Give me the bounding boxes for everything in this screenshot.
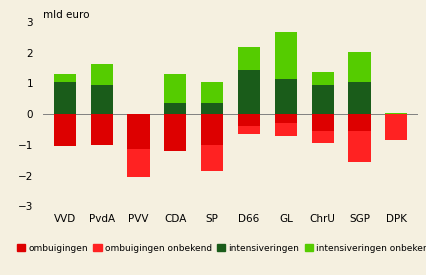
Bar	[274, 32, 296, 79]
Bar	[164, 74, 186, 103]
Bar	[90, 114, 112, 145]
Bar	[201, 82, 223, 103]
Legend: ombuigingen, ombuigingen onbekend, intensiveringen, intensiveringen onbekend: ombuigingen, ombuigingen onbekend, inten…	[17, 244, 426, 253]
Text: mld euro: mld euro	[43, 10, 89, 20]
Bar	[164, 103, 186, 114]
Bar	[348, 82, 370, 114]
Bar	[384, 114, 406, 140]
Bar	[201, 103, 223, 114]
Bar	[201, 145, 223, 171]
Bar	[201, 114, 223, 145]
Bar	[348, 131, 370, 162]
Bar	[164, 114, 186, 151]
Bar	[311, 85, 333, 114]
Bar	[237, 126, 259, 134]
Bar	[311, 131, 333, 143]
Bar	[348, 114, 370, 131]
Bar	[54, 82, 76, 114]
Bar	[274, 123, 296, 136]
Bar	[54, 114, 76, 146]
Bar	[237, 70, 259, 114]
Bar	[54, 74, 76, 82]
Bar	[311, 114, 333, 131]
Bar	[274, 79, 296, 114]
Bar	[127, 149, 149, 177]
Bar	[127, 114, 149, 149]
Bar	[90, 64, 112, 85]
Bar	[348, 52, 370, 82]
Bar	[384, 112, 406, 114]
Bar	[237, 114, 259, 127]
Bar	[237, 48, 259, 70]
Bar	[311, 72, 333, 85]
Bar	[90, 85, 112, 114]
Bar	[274, 114, 296, 123]
